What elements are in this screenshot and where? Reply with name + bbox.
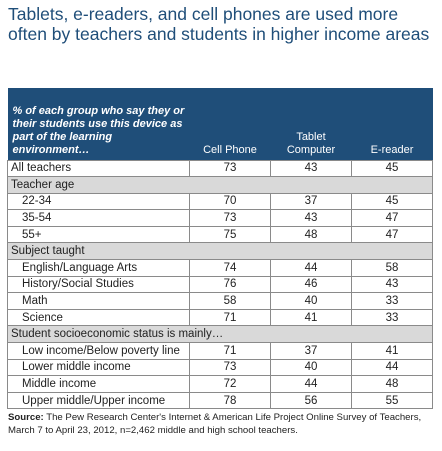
value-cell: 76 (189, 275, 271, 294)
value-cell: 73 (189, 209, 271, 227)
section-header-row: Teacher age (7, 176, 433, 194)
row-label: English/Language Arts (7, 259, 190, 277)
value-cell: 37 (270, 342, 352, 360)
section-label: Teacher age (7, 176, 433, 194)
value-cell: 43 (270, 209, 352, 227)
source-text: The Pew Research Center's Internet & Ame… (8, 412, 422, 436)
table-row: History/Social Studies 76 46 43 (7, 275, 433, 294)
value-cell: 45 (351, 192, 433, 211)
value-cell: 44 (270, 375, 352, 393)
row-label: Math (7, 292, 190, 310)
column-header-cell-phone: Cell Phone (189, 88, 271, 160)
table-header-row: % of each group who say they or their st… (7, 88, 433, 160)
table-row: Math 58 40 33 (7, 292, 433, 310)
value-cell: 45 (351, 159, 433, 178)
data-table: % of each group who say they or their st… (7, 88, 433, 410)
value-cell: 47 (351, 225, 433, 244)
value-cell: 73 (189, 358, 271, 377)
table-body: All teachers 73 43 45 Teacher age 22-34 70 37 45… (7, 159, 433, 410)
value-cell: 74 (189, 259, 271, 277)
question-header: % of each group who say they or their st… (7, 88, 190, 160)
value-cell: 48 (351, 375, 433, 393)
column-header-e-reader: E-reader (351, 88, 433, 160)
row-label: Science (7, 308, 190, 327)
value-cell: 37 (270, 192, 352, 211)
value-cell: 41 (351, 342, 433, 360)
section-label: Subject taught (7, 242, 433, 261)
table-row: 22-34 70 37 45 (7, 192, 433, 211)
value-cell: 48 (270, 225, 352, 244)
row-label: Low income/Below poverty line (7, 342, 190, 360)
value-cell: 75 (189, 225, 271, 244)
value-cell: 47 (351, 209, 433, 227)
row-label: 22-34 (7, 192, 190, 211)
row-label: Lower middle income (7, 358, 190, 377)
table-row: English/Language Arts 74 44 58 (7, 259, 433, 277)
value-cell: 40 (270, 358, 352, 377)
value-cell: 70 (189, 192, 271, 211)
section-header-row: Student socioeconomic status is mainly… (7, 325, 433, 344)
table-row: 35-54 73 43 47 (7, 209, 433, 227)
value-cell: 58 (351, 259, 433, 277)
source-label: Source: (8, 412, 44, 423)
value-cell: 71 (189, 308, 271, 327)
table-row: 55+ 75 48 47 (7, 225, 433, 244)
value-cell: 33 (351, 308, 433, 327)
row-label: All teachers (7, 159, 190, 178)
table-row: Upper middle/Upper income 78 56 55 (7, 391, 433, 410)
value-cell: 78 (189, 391, 271, 410)
section-header-row: Subject taught (7, 242, 433, 261)
section-label: Student socioeconomic status is mainly… (7, 325, 433, 344)
value-cell: 43 (351, 275, 433, 294)
value-cell: 58 (189, 292, 271, 310)
value-cell: 40 (270, 292, 352, 310)
value-cell: 44 (270, 259, 352, 277)
table-row: Lower middle income 73 40 44 (7, 358, 433, 377)
table-row: All teachers 73 43 45 (7, 159, 433, 178)
table-row: Low income/Below poverty line 71 37 41 (7, 342, 433, 360)
row-label: 35-54 (7, 209, 190, 227)
value-cell: 56 (270, 391, 352, 410)
value-cell: 33 (351, 292, 433, 310)
table-row: Middle income 72 44 48 (7, 375, 433, 393)
column-header-tablet: Tablet Computer (270, 88, 352, 160)
row-label: Middle income (7, 375, 190, 393)
value-cell: 44 (351, 358, 433, 377)
value-cell: 73 (189, 159, 271, 178)
value-cell: 55 (351, 391, 433, 410)
source-note: Source: The Pew Research Center's Intern… (8, 412, 436, 437)
value-cell: 43 (270, 159, 352, 178)
value-cell: 71 (189, 342, 271, 360)
row-label: History/Social Studies (7, 275, 190, 294)
value-cell: 72 (189, 375, 271, 393)
chart-title: Tablets, e-readers, and cell phones are … (8, 4, 430, 44)
value-cell: 46 (270, 275, 352, 294)
row-label: Upper middle/Upper income (7, 391, 190, 410)
row-label: 55+ (7, 225, 190, 244)
value-cell: 41 (270, 308, 352, 327)
table-row: Science 71 41 33 (7, 308, 433, 327)
